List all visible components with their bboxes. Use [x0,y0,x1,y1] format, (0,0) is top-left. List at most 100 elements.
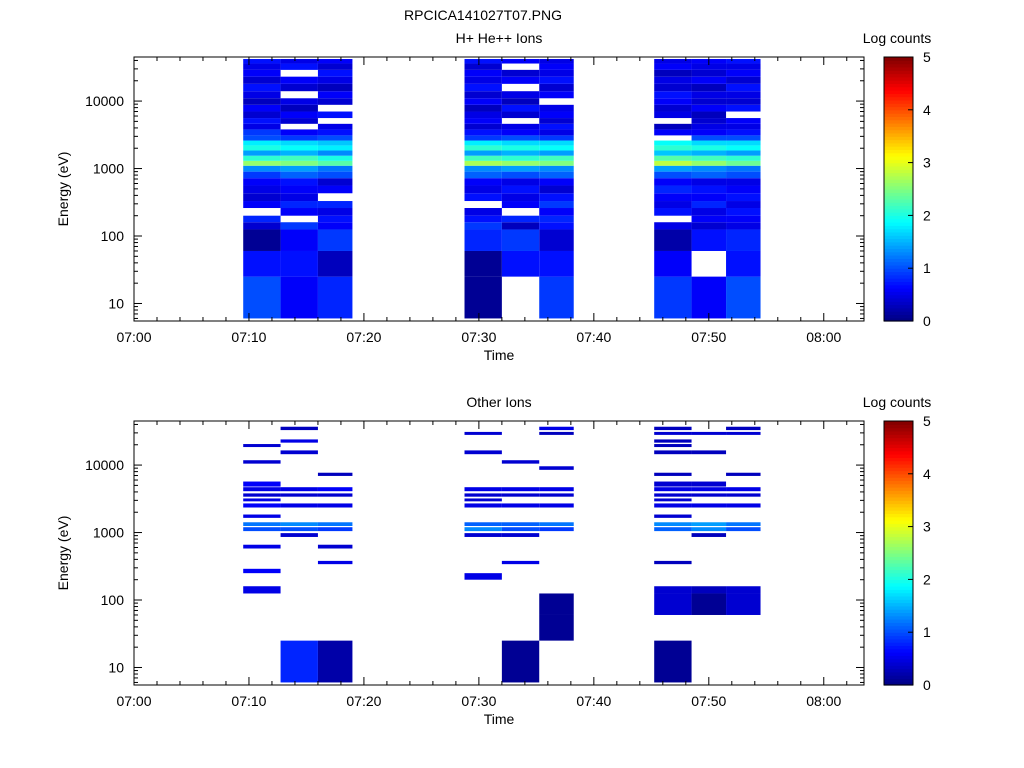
heatmap-cell [654,439,692,443]
heatmap-cell [464,135,502,141]
colorbar-swatch [884,681,913,686]
heatmap-cell [654,98,692,105]
heatmap-cell [654,160,692,166]
colorbar-swatch [884,175,913,180]
heatmap-cell [464,155,502,161]
colorbar-swatch [884,156,913,160]
heatmap-cell [317,560,353,565]
heatmap-cell [317,487,353,492]
heatmap-cell [243,276,281,319]
heatmap-cell [243,171,281,179]
heatmap-cell [539,208,574,216]
heatmap-cell [317,140,353,146]
colorbar-swatch [884,255,913,259]
heatmap-cell [243,487,281,492]
heatmap-cell [691,63,727,70]
heatmap-cell [280,165,318,172]
x-tick-label: 07:10 [231,329,266,345]
colorbar-swatch [884,281,913,286]
heatmap-cell [539,466,574,470]
heatmap-cell [464,498,502,502]
heatmap-cell [501,460,540,464]
heatmap-cell [317,59,353,64]
colorbar-swatch [884,189,913,193]
heatmap-cell [243,165,281,172]
heatmap-cell [317,91,353,99]
heatmap-cell [691,123,727,130]
heatmap-cell [654,104,692,112]
heatmap-cell [464,522,502,527]
heatmap-cell [539,69,574,77]
colorbar-swatch [884,467,913,472]
heatmap-cell [539,129,574,136]
colorbar-swatch [884,208,913,213]
colorbar-swatch [884,483,913,488]
x-tick-label: 07:00 [116,693,151,709]
heatmap-cell [243,568,281,574]
colorbar-tick-label: 2 [923,207,931,223]
heatmap-cell [317,208,353,216]
heatmap-cell [654,222,692,230]
colorbar-swatch [884,549,913,554]
colorbar-tick-label: 2 [923,571,931,587]
heatmap-cell [539,111,574,119]
colorbar-swatch [884,139,913,144]
heatmap-cell [726,165,761,172]
heatmap-cell [317,472,353,476]
y-tick-label: 1000 [93,525,124,541]
x-tick-label: 07:10 [231,693,266,709]
colorbar-swatch [884,589,913,594]
heatmap-cell [280,439,318,443]
colorbar-tick-label: 1 [923,260,931,276]
heatmap-cell [243,498,281,502]
heatmap-cell [243,514,281,518]
colorbar-swatch [884,586,913,590]
heatmap-cell [654,426,692,431]
colorbar-swatch [884,231,913,236]
heatmap-cell [464,83,502,92]
colorbar-swatch [884,288,913,292]
colorbar-swatch [884,116,913,121]
heatmap-cell [726,118,761,124]
colorbar-swatch [884,559,913,564]
x-tick-label: 07:30 [461,329,496,345]
y-tick-label: 10 [108,295,124,311]
heatmap-cell [317,527,353,532]
heatmap-cell [243,178,281,186]
colorbar: 0 1 2 3 4 5 Log counts [863,30,932,329]
colorbar-swatch [884,106,913,111]
heatmap-cell [317,201,353,209]
colorbar-swatch [884,172,913,177]
colorbar-swatch [884,284,913,289]
colorbar-swatch [884,556,913,561]
heatmap-cell [317,150,353,156]
y-tick-label: 100 [101,592,125,608]
heatmap-cell [464,222,502,230]
heatmap-cell [464,171,502,179]
heatmap-cell [243,155,281,161]
heatmap-cell [691,276,727,319]
colorbar-swatch [884,661,913,666]
heatmap-cell [280,201,318,209]
heatmap-cell [464,69,502,77]
heatmap-cell [539,150,574,156]
heatmap-cell [539,160,574,166]
heatmap-cell [654,250,692,277]
colorbar-swatch [884,543,913,547]
heatmap-cell [317,250,353,277]
figure-title: RPCICA141027T07.PNG [404,7,562,23]
heatmap-cell [243,104,281,112]
heatmap-cells [243,59,761,319]
heatmap-cell [539,527,574,532]
heatmap-cell [691,208,727,216]
heatmap-cell [654,208,692,216]
heatmap-cell [243,111,281,119]
heatmap-cell [243,69,281,77]
heatmap-cell [243,493,281,497]
heatmap-cell [317,522,353,527]
heatmap-cell [317,503,353,508]
colorbar-label: Log counts [863,30,932,46]
heatmap-cell [691,118,727,124]
heatmap-cell [501,215,540,223]
